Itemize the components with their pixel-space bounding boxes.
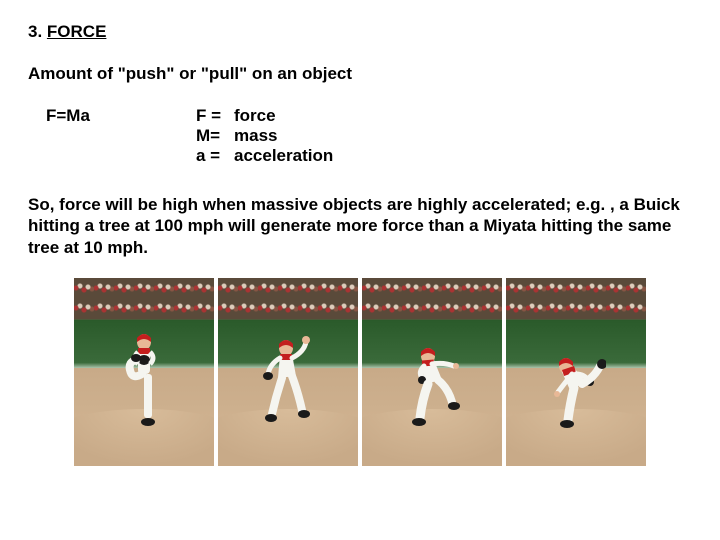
crowd-bg bbox=[506, 278, 646, 319]
formula-block: F=Ma F = force M= mass a = acceleration bbox=[28, 106, 692, 166]
section-title: FORCE bbox=[47, 22, 107, 41]
pitcher-stride bbox=[258, 330, 318, 450]
legend-symbol: a = bbox=[196, 146, 234, 166]
pitch-frame-4 bbox=[506, 278, 646, 466]
legend-meaning: force bbox=[234, 106, 276, 126]
legend-line: F = force bbox=[196, 106, 333, 126]
crowd-bg bbox=[74, 278, 214, 319]
legend-meaning: mass bbox=[234, 126, 277, 146]
definition-text: Amount of "push" or "pull" on an object bbox=[28, 64, 692, 84]
section-heading: 3. FORCE bbox=[28, 22, 692, 42]
explanation-text: So, force will be high when massive obje… bbox=[28, 194, 692, 258]
legend-symbol: M= bbox=[196, 126, 234, 146]
formula-equation: F=Ma bbox=[46, 106, 196, 166]
legend-symbol: F = bbox=[196, 106, 234, 126]
pitch-frame-2 bbox=[218, 278, 358, 466]
pitch-frame-3 bbox=[362, 278, 502, 466]
pitcher-windup bbox=[114, 330, 174, 450]
legend-line: M= mass bbox=[196, 126, 333, 146]
crowd-bg bbox=[218, 278, 358, 319]
pitch-sequence bbox=[28, 278, 692, 466]
crowd-bg bbox=[362, 278, 502, 319]
legend-line: a = acceleration bbox=[196, 146, 333, 166]
formula-legend: F = force M= mass a = acceleration bbox=[196, 106, 333, 166]
legend-meaning: acceleration bbox=[234, 146, 333, 166]
section-number: 3. bbox=[28, 22, 42, 41]
pitcher-release bbox=[402, 330, 462, 450]
pitch-frame-1 bbox=[74, 278, 214, 466]
pitcher-follow bbox=[546, 330, 606, 450]
